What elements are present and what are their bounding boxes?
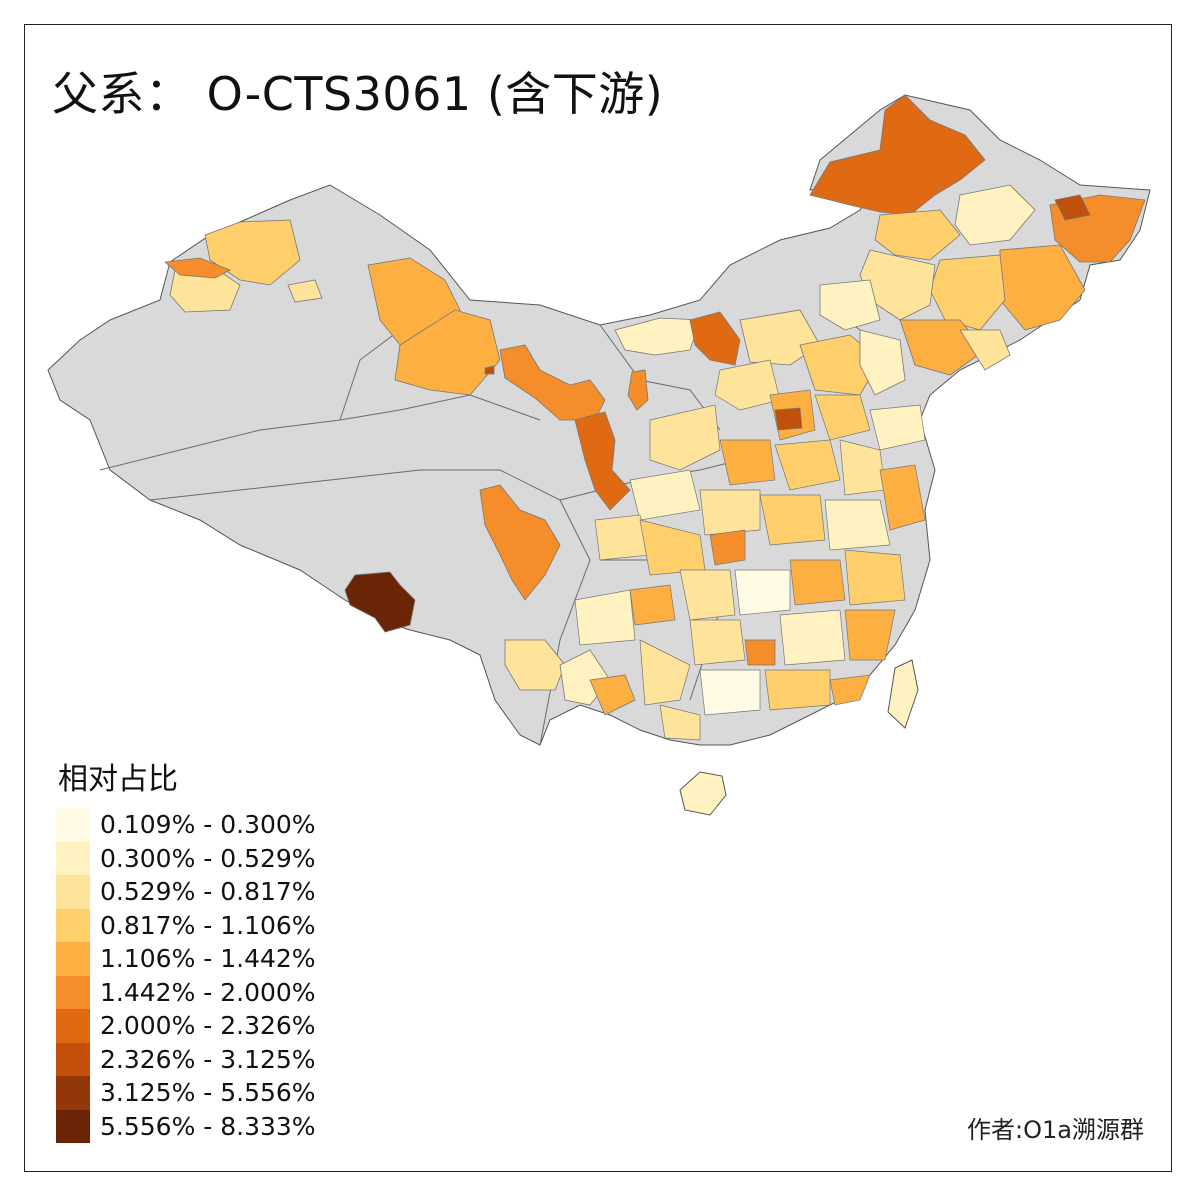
legend-item: 0.529% - 0.817% (56, 875, 316, 909)
legend-swatch (56, 1042, 90, 1076)
legend-swatch (56, 975, 90, 1009)
legend-item: 0.300% - 0.529% (56, 841, 316, 875)
legend-label: 0.300% - 0.529% (100, 843, 316, 873)
legend-item: 2.326% - 3.125% (56, 1042, 316, 1076)
legend-label: 1.442% - 2.000% (100, 977, 316, 1007)
legend-item: 0.817% - 1.106% (56, 908, 316, 942)
legend-swatch (56, 942, 90, 976)
legend-item: 3.125% - 5.556% (56, 1076, 316, 1110)
taiwan-island (887, 659, 919, 729)
legend-label: 5.556% - 8.333% (100, 1111, 316, 1141)
legend-swatch (56, 1076, 90, 1110)
legend-swatch (56, 1009, 90, 1043)
legend-label: 2.326% - 3.125% (100, 1044, 316, 1074)
legend-swatch (56, 908, 90, 942)
legend-label: 0.529% - 0.817% (100, 877, 316, 907)
legend: 相对占比 0.109% - 0.300% 0.300% - 0.529% 0.5… (56, 754, 316, 1143)
author-credit: 作者:O1a溯源群 (967, 1116, 1144, 1144)
legend-item: 5.556% - 8.333% (56, 1109, 316, 1143)
legend-item: 1.442% - 2.000% (56, 975, 316, 1009)
legend-swatch (56, 808, 90, 842)
region-northwest (164, 219, 649, 511)
legend-label: 0.109% - 0.300% (100, 810, 316, 840)
legend-item: 0.109% - 0.300% (56, 808, 316, 842)
legend-swatch (56, 1109, 90, 1143)
region-north (614, 309, 906, 396)
map-title: 父系： O-CTS3061 (含下游) (52, 67, 664, 121)
legend-title: 相对占比 (58, 762, 178, 797)
legend-item: 1.106% - 1.442% (56, 942, 316, 976)
hainan-island (679, 771, 727, 816)
legend-label: 2.000% - 2.326% (100, 1011, 316, 1041)
region-central-east (574, 359, 926, 741)
map-frame (24, 24, 1172, 1172)
legend-label: 0.817% - 1.106% (100, 910, 316, 940)
region-southwest (344, 484, 636, 716)
legend-swatch (56, 841, 90, 875)
legend-label: 1.106% - 1.442% (100, 944, 316, 974)
legend-swatch (56, 875, 90, 909)
legend-item: 2.000% - 2.326% (56, 1009, 316, 1043)
region-northeast (809, 94, 1146, 376)
legend-label: 3.125% - 5.556% (100, 1078, 316, 1108)
